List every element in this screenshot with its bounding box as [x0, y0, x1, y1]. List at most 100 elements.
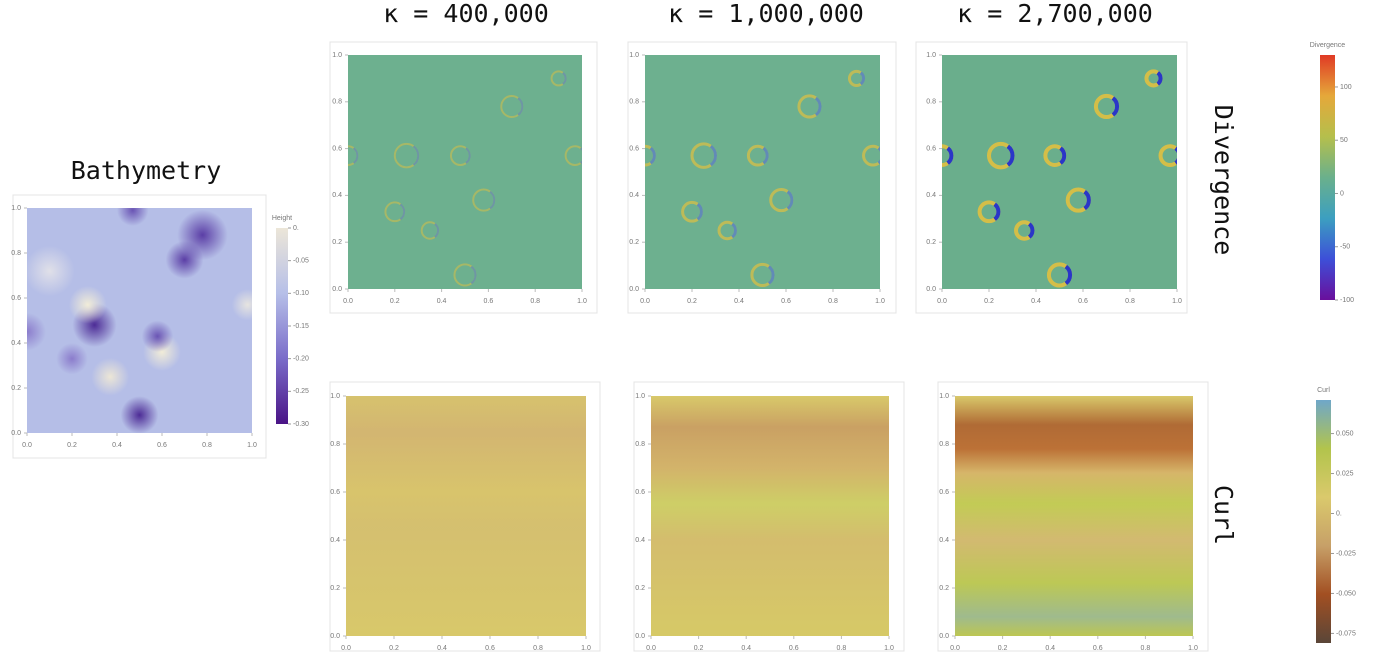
y-tick-label: 0.2: [939, 585, 949, 592]
x-tick-label: 0.8: [533, 645, 543, 652]
panel-title: κ = 400,000: [383, 0, 549, 28]
colorbar-tick-label: -0.050: [1336, 590, 1356, 597]
x-tick-label: 0.8: [202, 442, 212, 449]
colorbar: [276, 228, 288, 424]
x-tick-label: 1.0: [1188, 645, 1198, 652]
divergence-ring: [517, 97, 524, 116]
colorbar-tick-label: 0.050: [1336, 430, 1354, 437]
bathymetry-feature: [117, 208, 149, 226]
y-tick-label: 0.6: [926, 145, 936, 152]
x-tick-label: 0.2: [687, 298, 697, 305]
divergence-ring: [946, 146, 954, 165]
colorbar-tick-label: 0: [1340, 190, 1344, 197]
x-tick-label: 0.6: [484, 298, 494, 305]
panel-frame: [329, 41, 598, 314]
x-tick-label: 0.8: [837, 645, 847, 652]
panel-frame: [12, 194, 267, 459]
colorbar: [1316, 400, 1331, 643]
y-tick-label: 0.6: [939, 489, 949, 496]
x-tick-label: 1.0: [884, 645, 894, 652]
x-tick-label: 0.4: [112, 442, 122, 449]
y-tick-label: 0.8: [11, 250, 21, 257]
x-tick-label: 0.6: [781, 298, 791, 305]
divergence-ring: [859, 71, 866, 86]
bathymetry-feature: [141, 320, 174, 352]
y-tick-label: 1.0: [330, 393, 340, 400]
colorbar-tick-label: -0.15: [293, 323, 309, 330]
divergence-ring: [489, 190, 496, 210]
x-tick-label: 0.6: [157, 442, 167, 449]
colorbar-tick-label: -0.30: [293, 421, 309, 428]
divergence-ring: [465, 147, 471, 164]
y-tick-label: 0.4: [332, 192, 342, 199]
y-tick-label: 0.8: [939, 441, 949, 448]
heatmap-field: [348, 55, 582, 289]
panel-title: κ = 2,700,000: [957, 0, 1153, 28]
x-tick-label: 1.0: [247, 442, 257, 449]
divergence-ring: [399, 203, 406, 221]
x-tick-label: 0.2: [694, 645, 704, 652]
x-tick-label: 0.4: [1031, 298, 1041, 305]
colorbar-tick-label: -0.10: [293, 290, 309, 297]
bathymetry-feature: [27, 245, 75, 297]
colorbar-tick-label: 0.: [1336, 510, 1342, 517]
divergence-ring: [814, 96, 822, 117]
y-tick-label: 0.2: [332, 239, 342, 246]
y-tick-label: 0.6: [635, 489, 645, 496]
x-tick-label: 0.2: [389, 645, 399, 652]
divergence-ring: [696, 203, 703, 221]
colorbar-title: Curl: [1317, 387, 1330, 394]
y-tick-label: 0.2: [629, 239, 639, 246]
divergence-ring: [1083, 190, 1091, 211]
x-tick-label: 0.4: [741, 645, 751, 652]
divergence-ring: [562, 71, 567, 85]
heatmap-background: [942, 55, 1177, 289]
divergence-ring: [470, 265, 477, 285]
x-tick-label: 0.6: [789, 645, 799, 652]
y-tick-label: 0.4: [11, 340, 21, 347]
panel-frame: [937, 381, 1209, 652]
heatmap-background: [645, 55, 880, 289]
divergence-ring: [1006, 144, 1015, 167]
panel-title: Bathymetry: [71, 156, 222, 185]
x-tick-label: 0.0: [950, 645, 960, 652]
divergence-ring: [1027, 222, 1035, 239]
y-tick-label: 0.4: [635, 537, 645, 544]
panel-frame: [915, 41, 1188, 314]
x-tick-label: 0.4: [437, 298, 447, 305]
panel-frame: [633, 381, 905, 652]
divergence-ring: [412, 145, 420, 166]
x-tick-label: 0.8: [1125, 298, 1135, 305]
y-tick-label: 1.0: [635, 393, 645, 400]
x-tick-label: 0.6: [1093, 645, 1103, 652]
y-tick-label: 0.6: [629, 145, 639, 152]
y-tick-label: 0.2: [926, 239, 936, 246]
colorbar-tick-label: 0.025: [1336, 470, 1354, 477]
divergence-ring: [993, 202, 1001, 221]
x-tick-label: 0.0: [937, 298, 947, 305]
colorbar-tick-label: -100: [1340, 297, 1354, 304]
x-tick-label: 1.0: [1172, 298, 1182, 305]
y-tick-label: 0.0: [332, 286, 342, 293]
heatmap-bands: [346, 396, 586, 636]
divergence-ring: [1156, 71, 1163, 86]
heatmap-background: [348, 55, 582, 289]
x-tick-label: 0.0: [646, 645, 656, 652]
y-tick-label: 0.8: [629, 99, 639, 106]
divergence-ring: [1064, 264, 1073, 286]
x-tick-label: 0.6: [485, 645, 495, 652]
y-tick-label: 0.4: [629, 192, 639, 199]
x-tick-label: 0.0: [341, 645, 351, 652]
x-tick-label: 0.2: [67, 442, 77, 449]
y-tick-label: 0.8: [635, 441, 645, 448]
x-tick-label: 0.8: [530, 298, 540, 305]
y-tick-label: 0.0: [330, 633, 340, 640]
divergence-ring: [352, 147, 359, 164]
divergence-ring: [434, 223, 440, 238]
y-tick-label: 0.8: [332, 99, 342, 106]
x-tick-label: 0.4: [734, 298, 744, 305]
heatmap-field: [942, 55, 1177, 289]
y-tick-label: 0.8: [330, 441, 340, 448]
x-tick-label: 0.8: [1141, 645, 1151, 652]
divergence-ring: [1059, 146, 1067, 165]
